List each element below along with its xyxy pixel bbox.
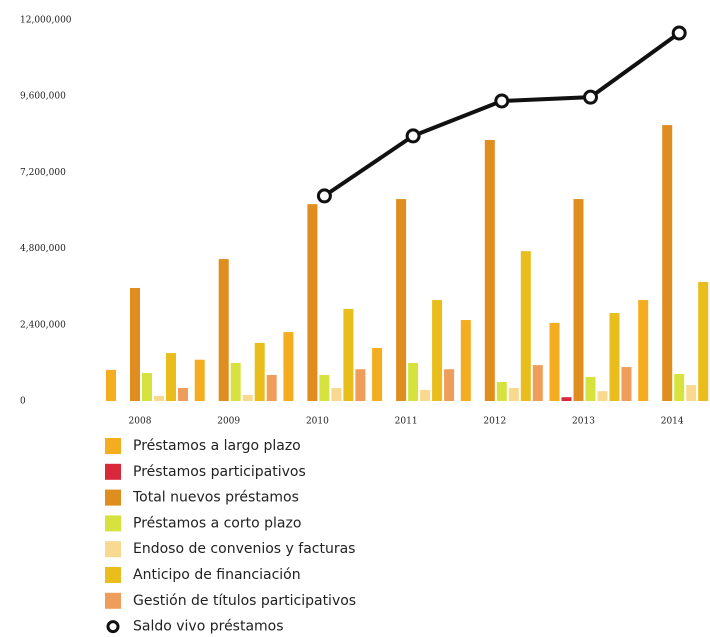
point [583,89,598,105]
bar [166,353,176,401]
bar [432,300,443,401]
bar [698,281,709,401]
bar [283,332,294,401]
bar [532,365,543,401]
bar [585,376,596,401]
bar [573,199,584,401]
bar [178,387,188,401]
bar [266,374,277,401]
bar [460,320,471,401]
bar [621,367,632,401]
bar [142,373,152,401]
bar [331,387,342,401]
legend-label: Préstamos participativos [133,464,306,480]
x-tick-label: 2012 [483,417,506,427]
point [316,188,332,204]
bar [609,313,620,401]
legend-swatch [105,438,121,454]
legend-swatch [105,463,121,480]
y-tick-label: 7,200,000 [20,168,66,178]
legend-label: Gestión de títulos participativos [133,593,356,609]
legend-swatch [105,567,121,583]
bar [307,204,318,401]
y-tick-label: 0 [20,397,26,407]
y-tick-label: 2,400,000 [20,320,66,330]
point [405,128,421,144]
bar [662,125,673,401]
x-tick-label: 2011 [395,417,418,427]
bar [319,374,330,401]
y-tick-label: 9,600,000 [20,92,66,102]
bar [484,140,495,401]
legend-swatch [105,489,121,506]
bar [242,394,253,401]
legend-label: Endoso de convenios y facturas [133,541,355,557]
x-tick-label: 2008 [129,417,152,427]
line [323,31,681,198]
x-tick-label: 2013 [572,417,595,427]
legend-label: Saldo vivo préstamos [133,619,284,635]
point [494,93,510,109]
legend-label: Préstamos a corto plazo [133,515,301,531]
bar [230,362,241,401]
bar [396,199,407,401]
bar [355,369,366,401]
bar [218,259,229,401]
bar [597,391,608,401]
bar [130,287,140,401]
legend-label: Total nuevos préstamos [132,490,299,506]
legend-swatch [105,592,121,609]
bar [254,342,265,401]
legend-label: Anticipo de financiación [133,567,301,583]
y-tick-label: 4,800,000 [20,244,66,254]
bar [496,381,507,401]
bar [508,387,519,401]
bar [194,359,205,401]
legend-marker [106,620,120,634]
legend-label: Préstamos a largo plazo [133,438,301,454]
bar [638,300,649,401]
bar [549,322,560,401]
x-tick-label: 2010 [306,417,329,427]
bar [686,385,697,401]
bar [561,397,572,401]
bar [372,347,383,401]
bar [408,362,419,401]
bar [154,395,164,401]
point [671,25,687,41]
bar [520,251,531,401]
legend-swatch [105,541,121,558]
x-tick-label: 2009 [217,417,240,427]
bar [343,308,354,401]
bar [106,369,116,401]
legend-swatch [105,515,121,532]
y-tick-label: 12,000,000 [20,16,72,26]
x-tick-label: 2014 [661,417,684,427]
bar [420,389,431,401]
bar [444,369,455,401]
bar [674,374,685,401]
